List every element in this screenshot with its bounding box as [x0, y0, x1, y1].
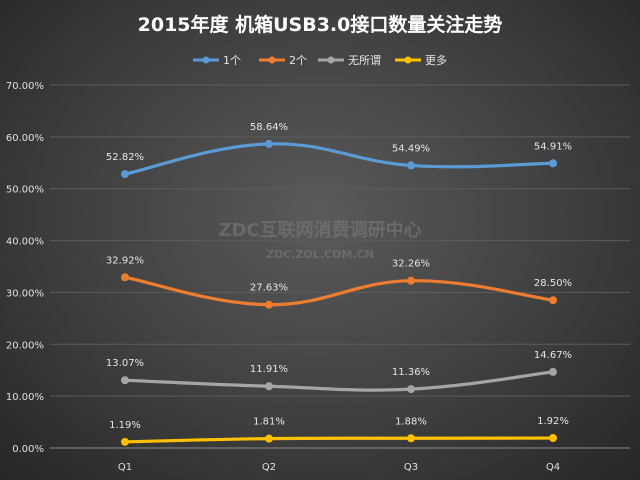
data-point: [121, 437, 129, 446]
data-point: [265, 434, 273, 443]
y-tick-label: 20.00%: [6, 340, 44, 351]
y-tick-label: 40.00%: [6, 237, 44, 248]
series-1: [121, 139, 557, 179]
y-tick-label: 0.00%: [12, 444, 44, 455]
series-line: [123, 436, 555, 444]
data-point: [121, 273, 129, 282]
gridlines: [50, 84, 630, 449]
data-point: [121, 170, 129, 179]
data-label: 54.91%: [534, 141, 572, 152]
data-point: [265, 382, 273, 391]
y-tick-label: 70.00%: [6, 81, 44, 92]
y-axis: 0.00% 10.00% 20.00% 30.00% 40.00% 50.00% 60.00…: [6, 81, 44, 455]
data-point: [549, 434, 557, 443]
series-line: [123, 142, 555, 176]
y-tick-label: 30.00%: [6, 288, 44, 299]
data-point: [549, 159, 557, 168]
y-tick-label: 60.00%: [6, 133, 44, 144]
data-label: 32.26%: [392, 259, 430, 270]
data-point: [265, 139, 273, 148]
series-line: [123, 275, 555, 307]
x-axis: Q1 Q2 Q3 Q4: [118, 462, 560, 473]
legend: 1个 2个 无所谓 更多: [193, 53, 447, 67]
data-labels: 52.82% 58.64% 54.49% 54.91% 32.92% 27.63% 32.2…: [106, 122, 572, 431]
series-3: [121, 367, 557, 394]
data-label: 13.07%: [106, 358, 144, 369]
legend-marker: [404, 56, 412, 64]
y-tick-label: 50.00%: [6, 185, 44, 196]
data-point: [121, 376, 129, 385]
data-label: 1.19%: [109, 420, 141, 431]
data-label: 27.63%: [250, 283, 288, 294]
legend-marker: [327, 56, 335, 64]
data-point: [407, 385, 415, 394]
watermark: ZDC互联网消费调研中心 ZDC.ZOL.COM.CN: [218, 219, 421, 261]
data-point: [407, 276, 415, 285]
data-point: [265, 300, 273, 309]
legend-label: 1个: [223, 54, 241, 67]
x-tick-label: Q3: [404, 462, 418, 473]
legend-label: 更多: [425, 53, 447, 67]
legend-marker: [202, 56, 210, 64]
chart-title: 2015年度 机箱USB3.0接口数量关注走势: [138, 13, 503, 36]
legend-label: 无所谓: [348, 54, 381, 67]
series-4: [121, 434, 557, 446]
data-label: 54.49%: [392, 143, 430, 154]
data-label: 58.64%: [250, 122, 288, 133]
data-label: 1.81%: [253, 417, 285, 428]
data-label: 32.92%: [106, 255, 144, 266]
x-tick-label: Q2: [262, 462, 276, 473]
data-point: [549, 367, 557, 376]
series-2: [121, 273, 557, 309]
x-tick-label: Q4: [546, 462, 560, 473]
data-label: 52.82%: [106, 152, 144, 163]
watermark-main: ZDC互联网消费调研中心: [218, 219, 421, 241]
data-point: [407, 161, 415, 170]
data-point: [549, 296, 557, 305]
data-label: 14.67%: [534, 350, 572, 361]
data-label: 28.50%: [534, 278, 572, 289]
watermark-sub: ZDC.ZOL.COM.CN: [266, 248, 374, 261]
x-tick-label: Q1: [118, 462, 132, 473]
data-label: 11.91%: [250, 364, 288, 375]
legend-marker: [268, 56, 276, 64]
data-label: 1.88%: [395, 416, 427, 427]
data-label: 11.36%: [392, 367, 430, 378]
data-point: [407, 434, 415, 443]
legend-label: 2个: [289, 54, 307, 67]
series-lines: [121, 139, 557, 446]
series-line: [123, 370, 555, 392]
y-tick-label: 10.00%: [6, 392, 44, 403]
data-label: 1.92%: [537, 416, 569, 427]
